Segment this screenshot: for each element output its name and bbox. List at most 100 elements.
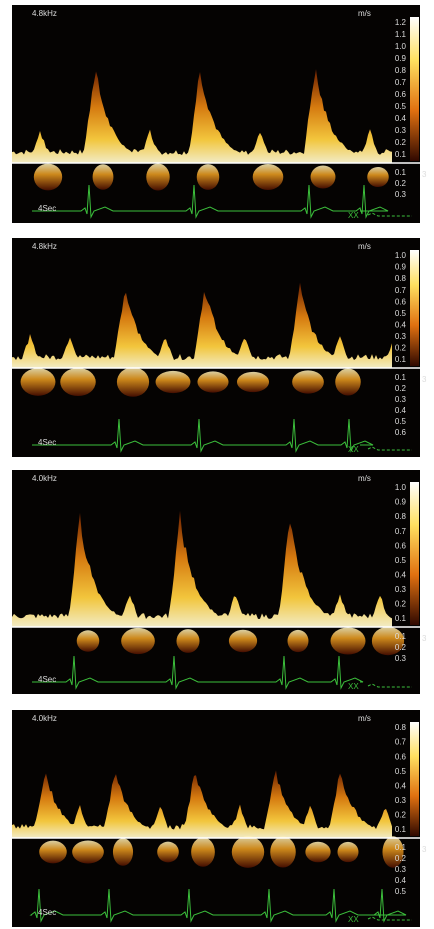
reverse-flow <box>310 165 336 189</box>
time-label: 4Sec <box>38 438 56 447</box>
ecg-end <box>367 683 412 688</box>
scale-label: 0.5 <box>395 309 407 318</box>
reverse-flow <box>33 163 63 191</box>
doppler-panel: 4.8kHz m/s 1.0 0.9 0.8 0.7 0.6 0.5 0.4 0.3 0.2 0.1 0… <box>12 238 427 457</box>
ecg-trace <box>32 418 374 453</box>
reverse-flow <box>157 841 179 863</box>
reverse-flow <box>76 630 100 652</box>
reverse-flow <box>305 841 331 863</box>
ecg-trace <box>32 655 364 690</box>
color-bar <box>410 250 419 366</box>
scale-label: 0.1 <box>395 843 407 852</box>
reverse-flow <box>72 840 104 864</box>
scale-label: 0.5 <box>395 887 407 896</box>
side-label: 3 <box>422 845 427 854</box>
reverse-flow <box>196 164 220 190</box>
scale-label: 0.3 <box>395 585 407 594</box>
ecg-trace <box>32 184 389 219</box>
scale-label: 0.1 <box>395 168 407 177</box>
unit-label: m/s <box>358 714 371 723</box>
time-label: 4Sec <box>38 908 56 917</box>
scale-label: 0.1 <box>395 150 407 159</box>
scale-label: 0.7 <box>395 78 407 87</box>
reverse-flow <box>116 367 150 397</box>
scale-label: 0.2 <box>395 138 407 147</box>
scale-label: 0.5 <box>395 417 407 426</box>
scale-label: 0.2 <box>395 344 407 353</box>
reverse-flow <box>92 164 114 190</box>
reverse-flow <box>39 840 67 864</box>
scale-label: 0.7 <box>395 286 407 295</box>
scale-label: 1.1 <box>395 30 407 39</box>
ecg-end <box>367 212 412 217</box>
scale-label: 1.0 <box>395 483 407 492</box>
color-bar <box>410 722 419 836</box>
reverse-flow <box>176 629 200 653</box>
scale-label: 0.6 <box>395 297 407 306</box>
scale-label: 0.4 <box>395 114 407 123</box>
scale-label: 0.5 <box>395 556 407 565</box>
side-label: 3 <box>422 634 427 643</box>
scale-label: 0.7 <box>395 527 407 536</box>
reverse-flow <box>382 836 404 868</box>
scale-label: 0.4 <box>395 570 407 579</box>
side-label: 3 <box>422 375 427 384</box>
scale-label: 0.3 <box>395 395 407 404</box>
scale-label: 0.2 <box>395 600 407 609</box>
frequency-label: 4.0kHz <box>32 714 57 723</box>
scale-label: 0.8 <box>395 723 407 732</box>
scale-label: 0.6 <box>395 541 407 550</box>
reverse-flow <box>20 368 56 396</box>
reverse-flow <box>191 837 215 867</box>
scale-label: 0.3 <box>395 654 407 663</box>
color-bar <box>410 17 419 161</box>
color-bar <box>410 482 419 625</box>
scale-label: 0.2 <box>395 811 407 820</box>
scale-label: 0.1 <box>395 614 407 623</box>
reverse-flow <box>287 629 309 653</box>
doppler-panel: 4.0kHz m/s 1.0 0.9 0.8 0.7 0.6 0.5 0.4 0.3 0.2 0.1 0… <box>12 470 427 694</box>
reverse-flow <box>236 371 270 393</box>
time-label: 4Sec <box>38 204 56 213</box>
reverse-flow <box>146 163 170 191</box>
unit-label: m/s <box>358 9 371 18</box>
spectral-waveform <box>12 69 392 163</box>
unit-label: m/s <box>358 242 371 251</box>
reverse-flow <box>228 629 258 653</box>
unit-label: m/s <box>358 474 371 483</box>
scale-label: 1.2 <box>395 18 407 27</box>
ecg-end <box>367 446 412 451</box>
scale-label: 0.2 <box>395 179 407 188</box>
reverse-flow <box>337 841 359 863</box>
reverse-flow <box>121 627 155 655</box>
scale-label: 0.6 <box>395 752 407 761</box>
scale-label: 0.6 <box>395 428 407 437</box>
marker-label: XX <box>348 682 359 691</box>
scale-label: 0.3 <box>395 126 407 135</box>
scale-label: 0.2 <box>395 643 407 652</box>
reverse-flow <box>330 627 366 655</box>
scale-label: 0.9 <box>395 498 407 507</box>
scale-label: 0.1 <box>395 355 407 364</box>
scale-label: 0.3 <box>395 865 407 874</box>
marker-label: XX <box>348 211 359 220</box>
frequency-label: 4.0kHz <box>32 474 57 483</box>
scale-label: 0.9 <box>395 263 407 272</box>
marker-label: XX <box>348 915 359 924</box>
side-label: 3 <box>422 170 427 179</box>
scale-label: 0.1 <box>395 632 407 641</box>
frequency-label: 4.8kHz <box>32 9 57 18</box>
ecg-end <box>367 916 412 921</box>
reverse-flow <box>371 626 405 656</box>
reverse-flow <box>155 370 191 394</box>
reverse-flow <box>60 367 96 397</box>
panel-background <box>12 5 420 223</box>
time-label: 4Sec <box>38 675 56 684</box>
doppler-panel: 4.0kHz m/s 0.8 0.7 0.6 0.5 0.4 0.3 0.2 0.1 0.1 0.2 0… <box>12 710 427 927</box>
reverse-flow <box>292 370 324 394</box>
scale-label: 0.8 <box>395 512 407 521</box>
scale-label: 0.4 <box>395 320 407 329</box>
scale-label: 0.8 <box>395 66 407 75</box>
scale-label: 0.5 <box>395 767 407 776</box>
scale-label: 0.4 <box>395 406 407 415</box>
